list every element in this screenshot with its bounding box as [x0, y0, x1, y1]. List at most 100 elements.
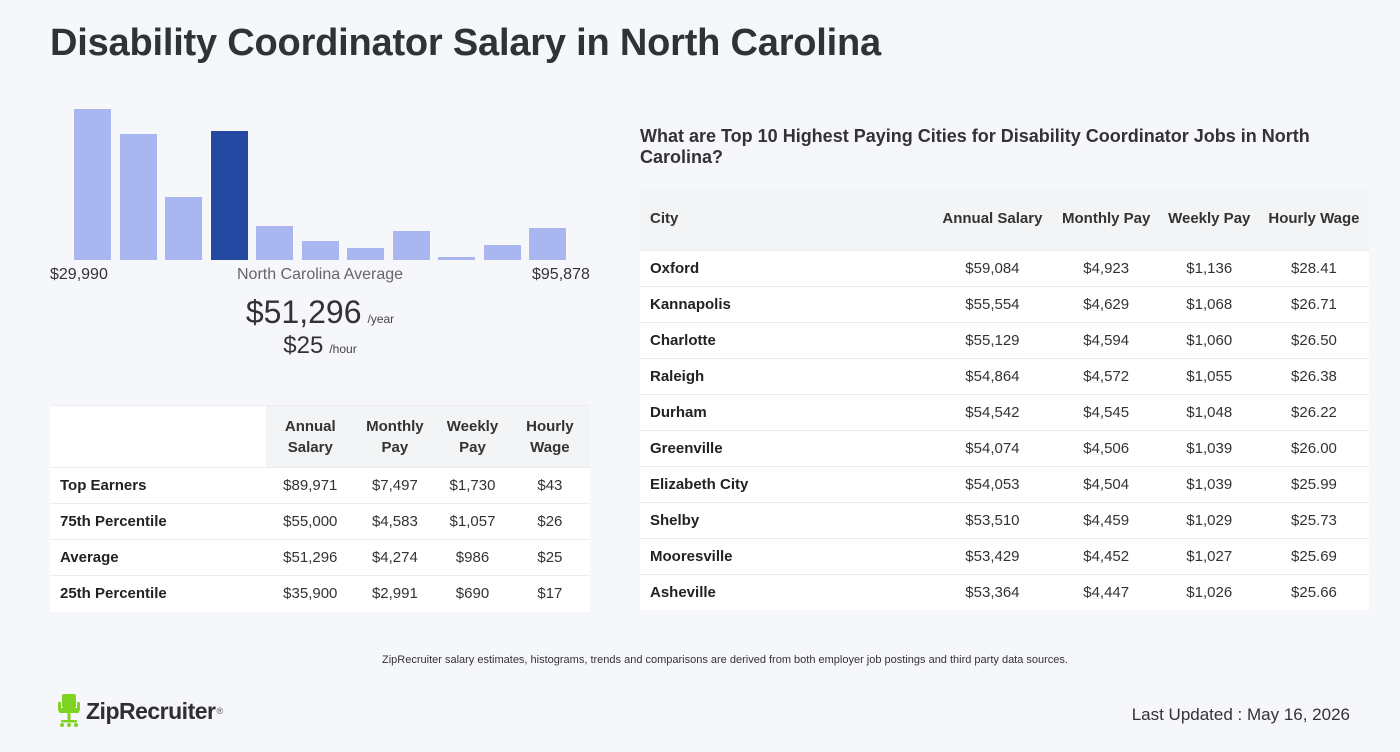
city-name: Elizabeth City: [650, 475, 749, 493]
table-cell: $26.00: [1291, 439, 1337, 457]
cities-table-header-row: City Annual Salary Monthly Pay Weekly Pay Ho…: [640, 188, 1369, 250]
table-row: Oxford $59,084 $4,923 $1,136 $28.41: [640, 250, 1369, 286]
table-cell: $4,452: [1083, 547, 1130, 565]
histogram-min-label: $29,990: [50, 266, 108, 283]
table-cell: $4,923: [1083, 259, 1130, 277]
cities-header: Annual Salary: [932, 188, 1053, 250]
logo-text: ZipRecruiter: [86, 697, 216, 724]
table-cell: $25.66: [1291, 583, 1337, 601]
table-cell: $1,068: [1186, 295, 1233, 313]
average-hourly: $25/hour: [120, 332, 520, 360]
histogram-bar: [392, 231, 430, 260]
table-cell: $51,296: [283, 549, 338, 566]
table-cell: $26.38: [1291, 367, 1337, 385]
table-cell: $1,136: [1186, 259, 1233, 277]
table-cell: $43: [537, 477, 563, 494]
table-cell: $54,053: [965, 475, 1020, 493]
ziprecruiter-logo[interactable]: ZipRecruiter ®: [58, 694, 223, 728]
table-cell: $89,971: [283, 477, 338, 494]
histogram-bar: [74, 109, 111, 260]
last-updated: Last Updated : May 16, 2026: [1131, 705, 1350, 724]
table-cell: $4,447: [1083, 583, 1130, 601]
table-cell: $4,594: [1083, 331, 1130, 349]
logo-trademark: ®: [216, 706, 224, 716]
city-name: Raleigh: [650, 367, 705, 385]
average-yearly: $51,296/year: [120, 294, 520, 331]
table-cell: $4,274: [371, 549, 418, 566]
percentile-header: Monthly Pay: [354, 405, 436, 468]
table-row: Raleigh $54,864 $4,572 $1,055 $26.38: [640, 358, 1369, 394]
city-name: Durham: [650, 403, 707, 421]
table-cell: $55,000: [283, 513, 338, 530]
histogram-max-label: $95,878: [532, 266, 590, 283]
histogram-bar: [529, 228, 566, 260]
table-cell: $53,364: [965, 583, 1020, 601]
table-cell: $1,730: [449, 477, 496, 494]
histogram-bar: [438, 257, 475, 260]
histogram-bar: [256, 226, 293, 260]
table-row: 75th Percentile $55,000 $4,583 $1,057 $26: [50, 503, 590, 540]
row-label: Top Earners: [60, 477, 147, 494]
city-name: Kannapolis: [650, 295, 731, 313]
city-name: Greenville: [650, 439, 723, 457]
table-cell: $26.50: [1291, 331, 1337, 349]
table-cell: $4,545: [1083, 403, 1130, 421]
table-cell: $4,506: [1083, 439, 1130, 457]
table-row: Charlotte $55,129 $4,594 $1,060 $26.50: [640, 322, 1369, 358]
cities-header: Weekly Pay: [1159, 188, 1259, 250]
histogram-bar: [347, 248, 384, 260]
table-row: 25th Percentile $35,900 $2,991 $690 $17: [50, 575, 590, 612]
table-row: Greenville $54,074 $4,506 $1,039 $26.00: [640, 430, 1369, 466]
city-name: Mooresville: [650, 547, 733, 565]
histogram-bar: [301, 241, 339, 260]
city-name: Shelby: [650, 511, 700, 529]
table-row: Mooresville $53,429 $4,452 $1,027 $25.69: [640, 538, 1369, 574]
table-cell: $25: [537, 549, 563, 566]
table-row: Shelby $53,510 $4,459 $1,029 $25.73: [640, 502, 1369, 538]
row-label: Average: [60, 549, 119, 566]
table-cell: $4,572: [1083, 367, 1130, 385]
percentile-header: Annual Salary: [266, 405, 355, 468]
table-cell: $26.22: [1291, 403, 1337, 421]
table-cell: $55,129: [965, 331, 1020, 349]
table-cell: $54,542: [965, 403, 1020, 421]
percentile-header-blank: [50, 405, 266, 468]
table-cell: $7,497: [371, 477, 418, 494]
average-yearly-unit: /year: [367, 312, 395, 326]
table-cell: $26: [537, 513, 563, 530]
histogram-bar: [119, 134, 157, 260]
average-hourly-unit: /hour: [329, 342, 357, 356]
table-cell: $28.41: [1291, 259, 1337, 277]
cities-header: City: [640, 188, 932, 250]
table-cell: $4,629: [1083, 295, 1130, 313]
cities-title: What are Top 10 Highest Paying Cities fo…: [640, 126, 1310, 167]
histogram-bar: [483, 245, 521, 260]
table-cell: $1,039: [1186, 475, 1233, 493]
table-cell: $54,074: [965, 439, 1020, 457]
table-cell: $690: [455, 585, 490, 603]
table-cell: $1,060: [1186, 331, 1233, 349]
table-cell: $986: [455, 549, 490, 566]
histogram-bar-average: [210, 131, 248, 260]
table-cell: $1,027: [1186, 547, 1233, 565]
table-cell: $1,057: [449, 513, 496, 530]
table-row: Kannapolis $55,554 $4,629 $1,068 $26.71: [640, 286, 1369, 322]
table-cell: $54,864: [965, 367, 1020, 385]
table-cell: $4,459: [1083, 511, 1130, 529]
table-row: Asheville $53,364 $4,447 $1,026 $25.66: [640, 574, 1369, 610]
table-cell: $25.73: [1291, 511, 1337, 529]
average-hourly-value: $25: [283, 332, 324, 359]
table-cell: $1,026: [1186, 583, 1233, 601]
table-cell: $25.99: [1291, 475, 1337, 493]
histogram-average-label: North Carolina Average: [236, 266, 404, 283]
table-cell: $4,504: [1083, 475, 1130, 493]
histogram-bar: [165, 197, 202, 260]
table-cell: $1,039: [1186, 439, 1233, 457]
page-title: Disability Coordinator Salary in North C…: [50, 22, 881, 64]
percentile-table-header-row: Annual Salary Monthly Pay Weekly Pay Hourly…: [50, 405, 590, 468]
cities-table: City Annual Salary Monthly Pay Weekly Pay Ho…: [640, 188, 1369, 610]
table-cell: $55,554: [965, 295, 1020, 313]
cities-header: Monthly Pay: [1052, 188, 1160, 250]
percentile-header: Weekly Pay: [435, 405, 510, 468]
table-cell: $1,048: [1186, 403, 1233, 421]
